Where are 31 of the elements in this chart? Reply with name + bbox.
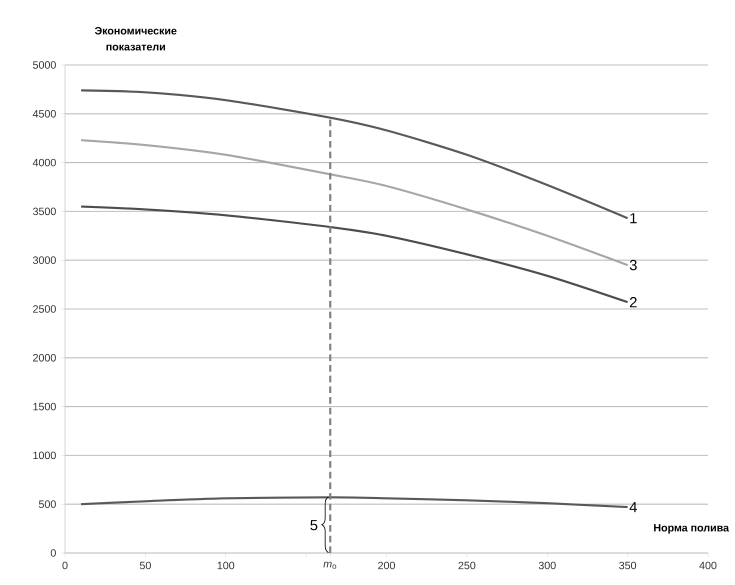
series-label: 1 — [630, 213, 637, 224]
line-series — [80, 89, 629, 220]
y-tick-label: 500 — [38, 500, 56, 508]
x-tick-label: 250 — [458, 562, 476, 570]
y-tick-label: 5000 — [32, 61, 56, 69]
y-tick-label: 3000 — [32, 256, 56, 264]
y-tick-label: 1000 — [33, 452, 56, 460]
series-label: 4 — [630, 502, 637, 512]
y-tick-label: 1500 — [33, 402, 56, 410]
x-tick-label: m$_{o}$ — [323, 562, 336, 569]
y-tick-label: 4000 — [32, 158, 56, 166]
y-tick-label: 4500 — [32, 110, 56, 118]
y-tick-label: 3500 — [32, 208, 56, 216]
series-label: 2 — [630, 297, 637, 308]
y-axis-title: Экономические показатели — [94, 26, 177, 51]
x-tick-label: 400 — [699, 562, 716, 570]
y-tick-label: 2500 — [33, 305, 56, 313]
line-series — [80, 139, 629, 266]
x-axis-title: Норма полива — [654, 524, 730, 534]
series-label: 3 — [630, 260, 637, 270]
x-tick-label: 350 — [619, 562, 636, 570]
line-series — [80, 496, 629, 508]
x-tick-label: 300 — [538, 562, 556, 570]
y-tick-label: 2000 — [33, 354, 56, 362]
x-tick-label: 50 — [140, 562, 151, 570]
x-tick-label: 100 — [218, 562, 234, 570]
x-tick-label: 200 — [378, 562, 395, 570]
line-series — [80, 205, 629, 304]
y-tick-label: 0 — [50, 549, 56, 557]
annotation: 5 — [310, 520, 318, 530]
x-tick-label: 0 — [62, 562, 68, 570]
